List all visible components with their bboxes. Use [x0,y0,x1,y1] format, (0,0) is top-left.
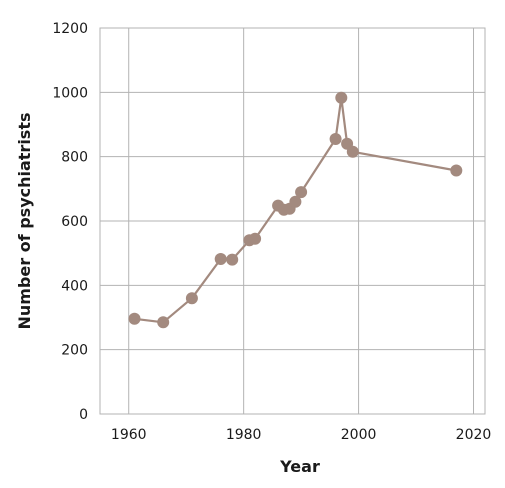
x-tick-label: 1960 [111,427,147,443]
x-tick-label: 1980 [226,427,262,443]
y-axis-title: Number of psychiatrists [15,112,34,329]
data-point [450,164,463,177]
x-axis-ticks: 1960 1980 2000 2020 [111,427,491,443]
data-point [249,232,262,245]
y-tick-label: 800 [61,150,88,166]
data-point [157,316,170,329]
data-point [214,253,227,265]
x-axis-title: Year [279,457,320,476]
data-point [329,133,342,145]
y-tick-label: 200 [61,343,88,359]
y-tick-label: 1200 [52,21,88,37]
data-point [295,186,308,199]
data-point [346,145,359,158]
y-tick-label: 0 [79,407,88,423]
x-tick-label: 2020 [456,427,492,443]
data-point [289,195,302,208]
data-point [128,312,141,325]
y-tick-label: 600 [61,214,88,230]
y-axis-ticks: 0 200 400 600 800 1000 1200 [52,21,88,423]
grid [100,27,485,415]
data-point [226,253,239,266]
data-point [185,292,198,305]
y-tick-label: 400 [61,278,88,294]
x-tick-label: 2000 [341,427,377,443]
data-point [335,91,348,104]
data-points [128,91,463,329]
plot-frame [99,27,486,415]
y-tick-label: 1000 [52,85,88,101]
